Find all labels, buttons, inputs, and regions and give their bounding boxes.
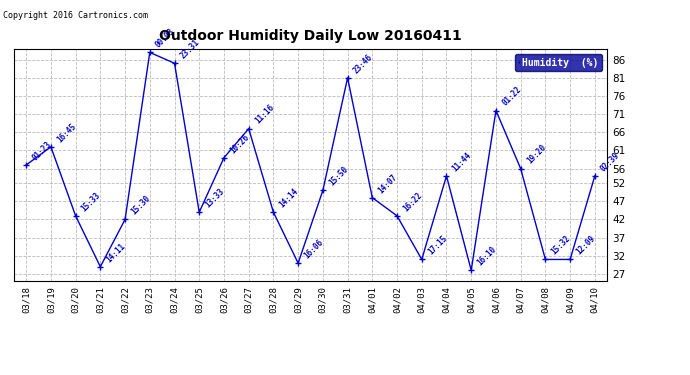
Text: 15:50: 15:50 — [327, 165, 350, 188]
Text: 14:11: 14:11 — [104, 241, 127, 264]
Text: 23:46: 23:46 — [352, 53, 375, 75]
Text: 16:22: 16:22 — [401, 190, 424, 213]
Legend: Humidity  (%): Humidity (%) — [515, 54, 602, 71]
Text: 16:10: 16:10 — [475, 245, 498, 268]
Text: 16:45: 16:45 — [55, 122, 78, 144]
Text: 23:31: 23:31 — [179, 38, 201, 60]
Text: 12:09: 12:09 — [574, 234, 597, 256]
Title: Outdoor Humidity Daily Low 20160411: Outdoor Humidity Daily Low 20160411 — [159, 29, 462, 44]
Text: 17:15: 17:15 — [426, 234, 449, 256]
Text: 10:26: 10:26 — [228, 132, 251, 155]
Text: 01:22: 01:22 — [500, 85, 523, 108]
Text: 13:33: 13:33 — [204, 187, 226, 210]
Text: 16:06: 16:06 — [302, 238, 325, 260]
Text: 11:44: 11:44 — [451, 150, 473, 173]
Text: 14:14: 14:14 — [277, 187, 300, 210]
Text: 15:33: 15:33 — [80, 190, 103, 213]
Text: 15:32: 15:32 — [549, 234, 572, 256]
Text: 15:30: 15:30 — [129, 194, 152, 217]
Text: 19:20: 19:20 — [525, 143, 548, 166]
Text: 00:03: 00:03 — [154, 27, 177, 50]
Text: 02:39: 02:39 — [599, 150, 622, 173]
Text: 11:16: 11:16 — [253, 103, 275, 126]
Text: 14:07: 14:07 — [377, 172, 400, 195]
Text: Copyright 2016 Cartronics.com: Copyright 2016 Cartronics.com — [3, 11, 148, 20]
Text: 01:23: 01:23 — [30, 140, 53, 162]
